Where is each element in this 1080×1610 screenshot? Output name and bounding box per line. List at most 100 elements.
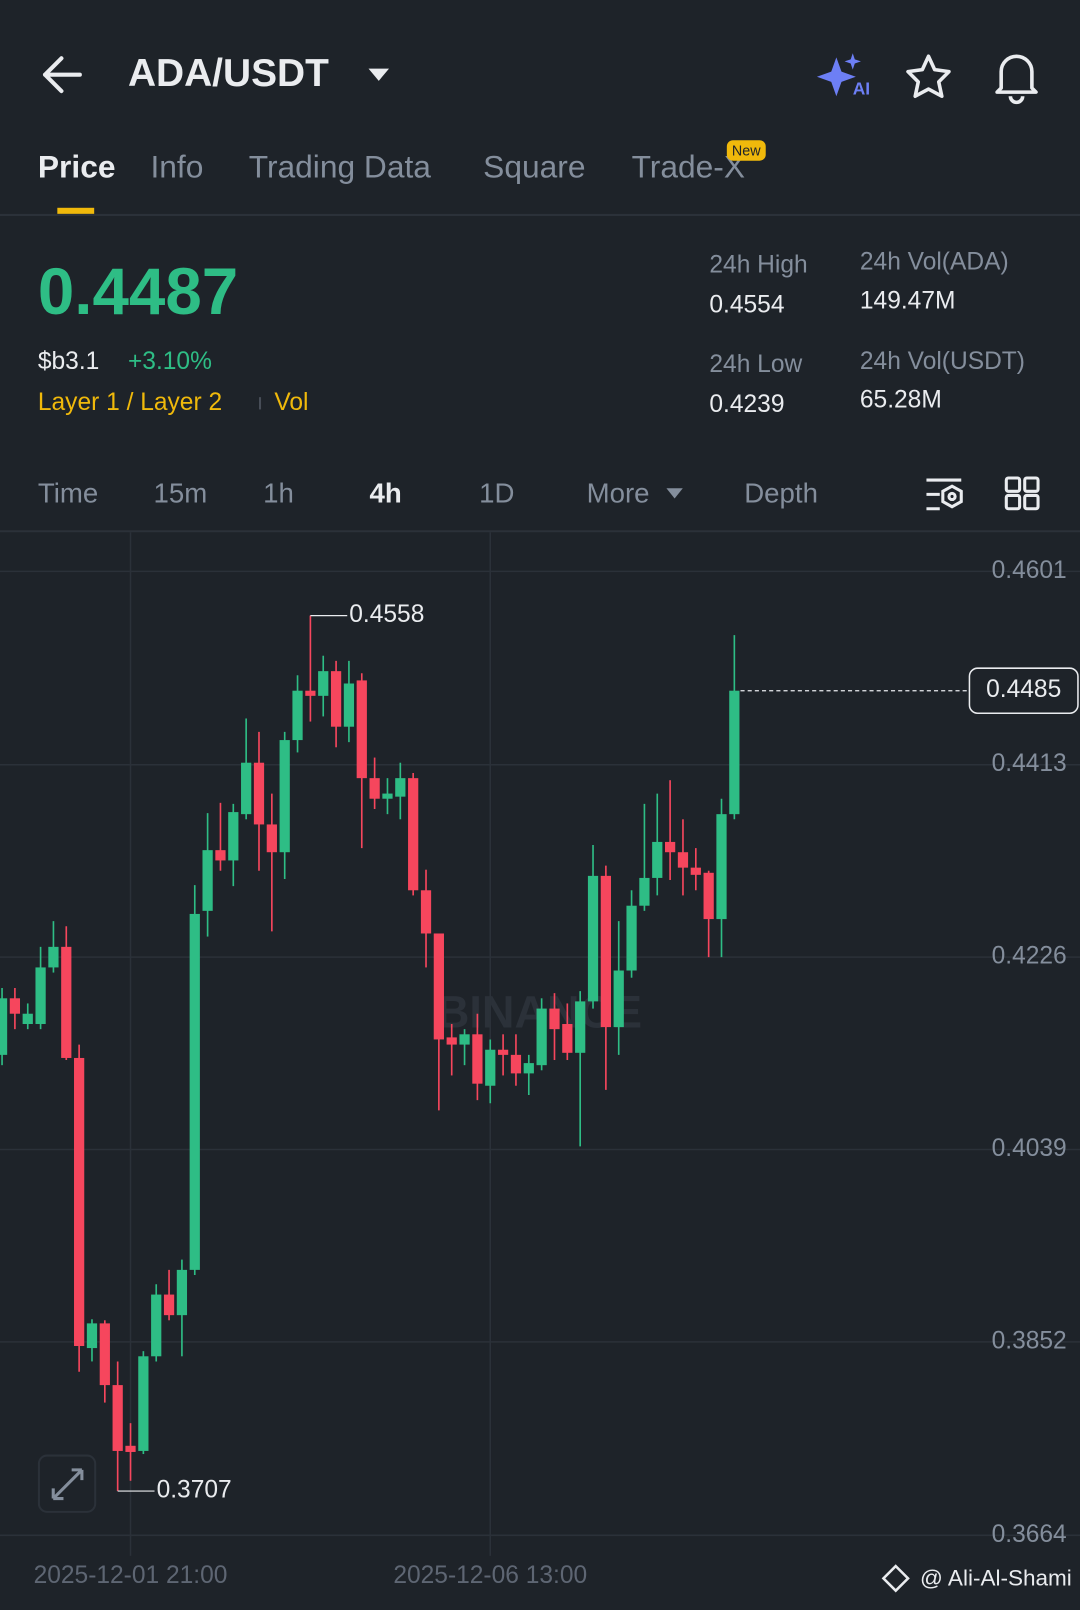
candle-body: [35, 967, 46, 1025]
favorite-button[interactable]: [906, 54, 951, 99]
interval[interactable]: 1D: [479, 478, 514, 509]
fullscreen-button[interactable]: [37, 1454, 97, 1513]
price-change: +3.10%: [128, 348, 212, 375]
tab[interactable]: Square: [483, 148, 585, 184]
x-tick-label: 2025-12-01 21:00: [34, 1562, 228, 1589]
candle-body: [485, 1049, 496, 1086]
candle-body: [151, 1294, 162, 1357]
candle-body: [652, 841, 663, 878]
tag[interactable]: Vol: [274, 389, 308, 416]
candle-body: [202, 850, 213, 911]
candle-body: [536, 1008, 547, 1066]
candle-body: [22, 1013, 33, 1025]
candle-body: [703, 872, 714, 920]
layout-cell: [1004, 476, 1022, 493]
high-label: 0.4558: [349, 601, 424, 628]
stat-label: 24h Vol(ADA): [860, 249, 1009, 276]
interval[interactable]: Time: [38, 478, 98, 509]
candle-body: [382, 793, 393, 799]
ai-sparkle-small: [844, 53, 861, 70]
candle-body: [562, 1024, 573, 1053]
stat-label: 24h Vol(USDT): [860, 348, 1025, 375]
interval[interactable]: Depth: [744, 478, 818, 509]
candle-body: [343, 683, 355, 727]
interval[interactable]: 1h: [263, 478, 294, 509]
settings-lines: [926, 478, 962, 511]
candle-body: [330, 671, 342, 727]
y-tick-label: 0.4601: [992, 557, 1067, 584]
interval[interactable]: 15m: [154, 478, 208, 509]
layout-cell: [1023, 476, 1040, 493]
tab[interactable]: Trade-X: [632, 148, 745, 184]
candle-body: [176, 1269, 188, 1316]
stat-value: 0.4554: [709, 292, 784, 319]
candle-body: [61, 946, 72, 1058]
stat-value: 0.4239: [709, 391, 784, 418]
candle-body: [189, 913, 200, 1270]
y-tick-label: 0.4226: [992, 943, 1067, 970]
candle-body: [279, 740, 290, 853]
candle-body: [626, 905, 637, 971]
layout-cell: [1004, 493, 1022, 511]
layout-cell: [1023, 493, 1040, 511]
candle-body: [99, 1323, 110, 1386]
candle-body: [74, 1057, 85, 1347]
candle-body: [459, 1034, 470, 1045]
candle-body: [0, 998, 8, 1055]
y-tick-label: 0.4413: [992, 750, 1067, 777]
candle-body: [318, 671, 329, 696]
candle-body: [305, 690, 316, 696]
ai-button[interactable]: AI: [816, 53, 870, 99]
candle-body: [395, 778, 406, 797]
new-badge: [726, 140, 766, 161]
bell: [995, 54, 1038, 94]
candle-body: [523, 1063, 534, 1074]
y-tick-label: 0.3664: [992, 1521, 1067, 1548]
chart-settings-button[interactable]: [926, 478, 963, 511]
fiat-price: $b3.1: [38, 348, 99, 375]
candle-body: [510, 1054, 522, 1074]
candle-body: [138, 1356, 149, 1451]
y-tick-label: 0.3852: [992, 1327, 1067, 1354]
active-tab-indicator: [57, 207, 95, 214]
candle-body: [472, 1034, 483, 1084]
candle-body: [125, 1445, 136, 1452]
settings-hex: [941, 484, 963, 509]
binance-logo: [881, 1564, 910, 1593]
pair-title[interactable]: ADA/USDT: [128, 52, 329, 95]
tag[interactable]: Layer 1 / Layer 2: [38, 389, 222, 416]
candle-body: [241, 762, 252, 815]
candle-body: [677, 852, 689, 868]
interval[interactable]: 4h: [370, 478, 402, 509]
candle-body: [690, 867, 701, 875]
low-label: 0.3707: [157, 1477, 232, 1504]
new-badge-text: New: [732, 143, 761, 159]
last-price: 0.4487: [38, 255, 238, 328]
candle-body: [664, 841, 676, 853]
stat-value: 149.47M: [860, 287, 956, 314]
candle-body: [408, 778, 419, 891]
pair-dropdown[interactable]: [368, 68, 390, 81]
candle-body: [215, 850, 226, 861]
candle-body: [575, 1001, 586, 1053]
tab[interactable]: Trading Data: [249, 148, 432, 184]
candle-body: [420, 890, 432, 934]
alert-button[interactable]: [995, 54, 1038, 105]
back-arrow: [42, 56, 82, 94]
more-dropdown[interactable]: [666, 488, 683, 499]
tab[interactable]: Info: [150, 148, 203, 184]
interval[interactable]: More: [587, 478, 650, 509]
tab-bar: Price Info Trading Data Square Trade-X: [38, 148, 745, 184]
candle-body: [433, 933, 444, 1040]
interval-bar: Time 15m 1h 4h 1D More Depth: [38, 478, 818, 509]
stat-label: 24h High: [709, 252, 807, 279]
layout-button[interactable]: [1004, 476, 1040, 511]
back-button[interactable]: [42, 56, 82, 94]
tab[interactable]: Price: [38, 148, 116, 184]
candle-body: [549, 1008, 560, 1030]
last-price-label: 0.4485: [986, 676, 1061, 703]
stat-value: 65.28M: [860, 387, 942, 414]
candle-body: [497, 1049, 509, 1055]
